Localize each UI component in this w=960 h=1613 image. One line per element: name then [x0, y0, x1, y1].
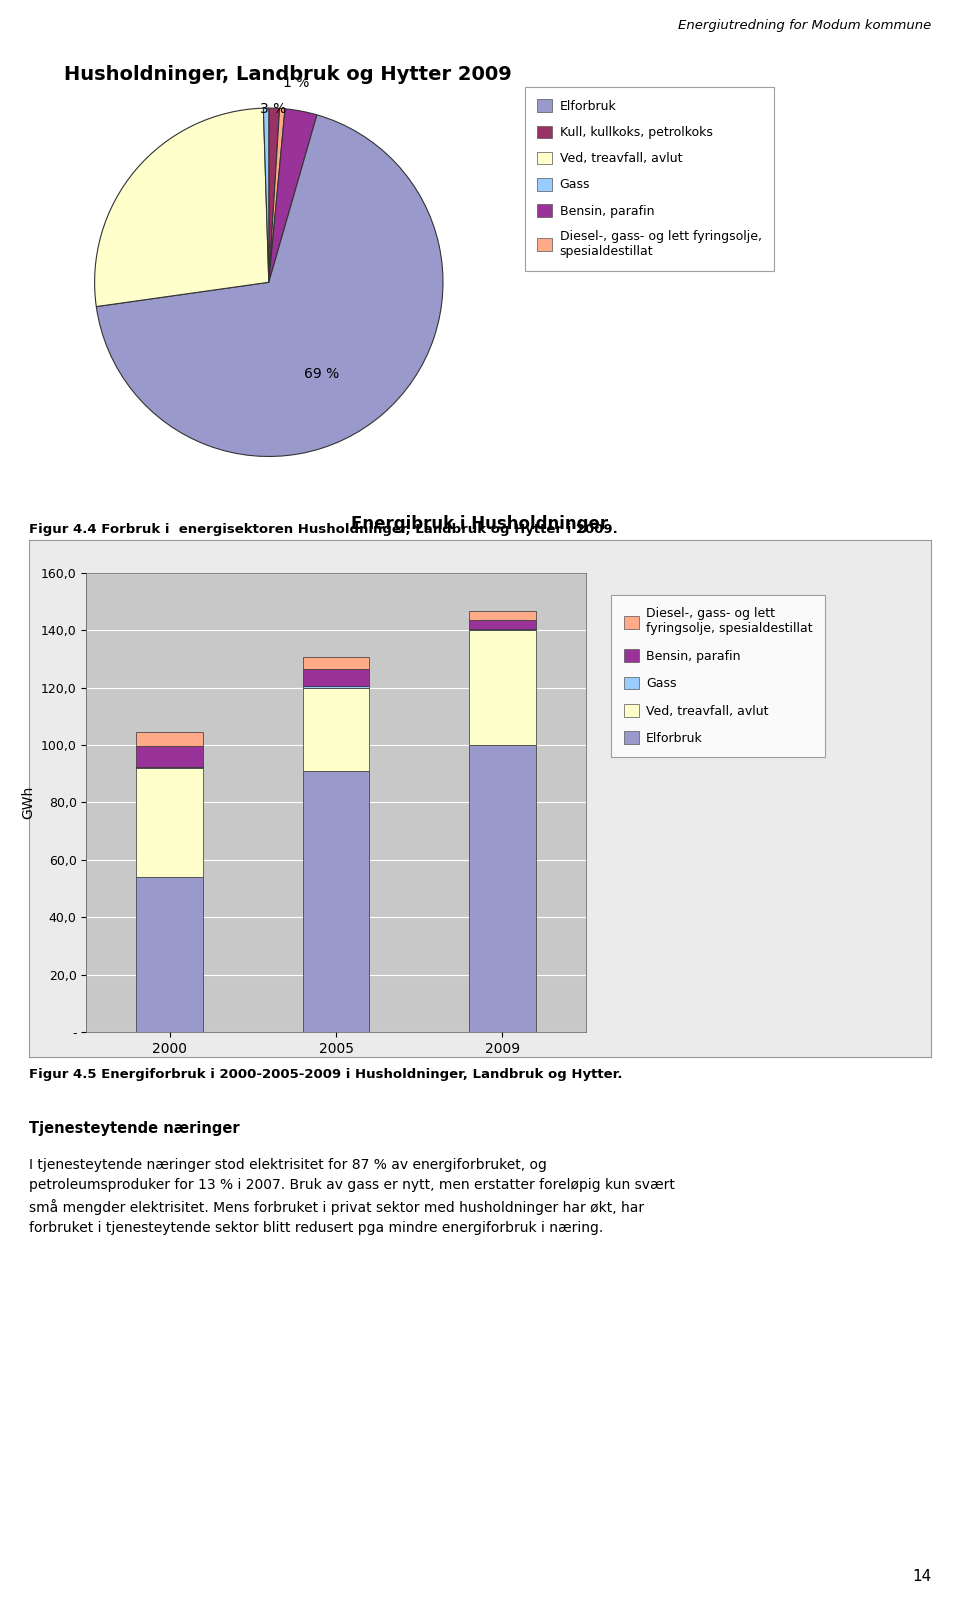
Bar — [136, 732, 203, 747]
Text: Energiutredning for Modum kommune: Energiutredning for Modum kommune — [678, 19, 931, 32]
Bar — [302, 658, 370, 669]
Text: 1 %: 1 % — [283, 76, 309, 90]
Text: 69 %: 69 % — [303, 368, 339, 381]
Bar — [469, 631, 536, 745]
Bar — [136, 768, 203, 877]
Legend: Elforbruk, Kull, kullkoks, petrolkoks, Ved, treavfall, avlut, Gass, Bensin, para: Elforbruk, Kull, kullkoks, petrolkoks, V… — [525, 87, 774, 271]
Legend: Diesel-, gass- og lett
fyringsolje, spesialdestillat, Bensin, parafin, Gass, Ved: Diesel-, gass- og lett fyringsolje, spes… — [612, 595, 826, 758]
Bar — [469, 619, 536, 629]
Bar — [469, 611, 536, 619]
Wedge shape — [269, 108, 279, 282]
Text: Husholdninger, Landbruk og Hytter 2009: Husholdninger, Landbruk og Hytter 2009 — [64, 65, 512, 84]
Bar — [136, 877, 203, 1032]
Text: 3 %: 3 % — [260, 102, 286, 116]
Wedge shape — [269, 108, 317, 282]
Title: Energibruk i Husholdninger: Energibruk i Husholdninger — [351, 515, 609, 534]
Wedge shape — [263, 108, 269, 282]
Bar — [469, 745, 536, 1032]
Wedge shape — [95, 108, 269, 306]
Bar — [136, 747, 203, 766]
Text: I tjenesteytende næringer stod elektrisitet for 87 % av energiforbruket, og
petr: I tjenesteytende næringer stod elektrisi… — [29, 1158, 675, 1236]
Text: 14: 14 — [912, 1569, 931, 1584]
Bar — [302, 771, 370, 1032]
Bar — [302, 687, 370, 771]
Text: Figur 4.5 Energiforbruk i 2000-2005-2009 i Husholdninger, Landbruk og Hytter.: Figur 4.5 Energiforbruk i 2000-2005-2009… — [29, 1068, 622, 1081]
Text: Figur 4.4 Forbruk i  energisektoren Husholdninger, Landbruk og Hytter i 2009.: Figur 4.4 Forbruk i energisektoren Husho… — [29, 523, 617, 536]
Wedge shape — [96, 115, 443, 456]
Bar — [302, 669, 370, 686]
Wedge shape — [269, 108, 285, 282]
Text: Tjenesteytende næringer: Tjenesteytende næringer — [29, 1121, 239, 1136]
Y-axis label: GWh: GWh — [21, 786, 36, 819]
